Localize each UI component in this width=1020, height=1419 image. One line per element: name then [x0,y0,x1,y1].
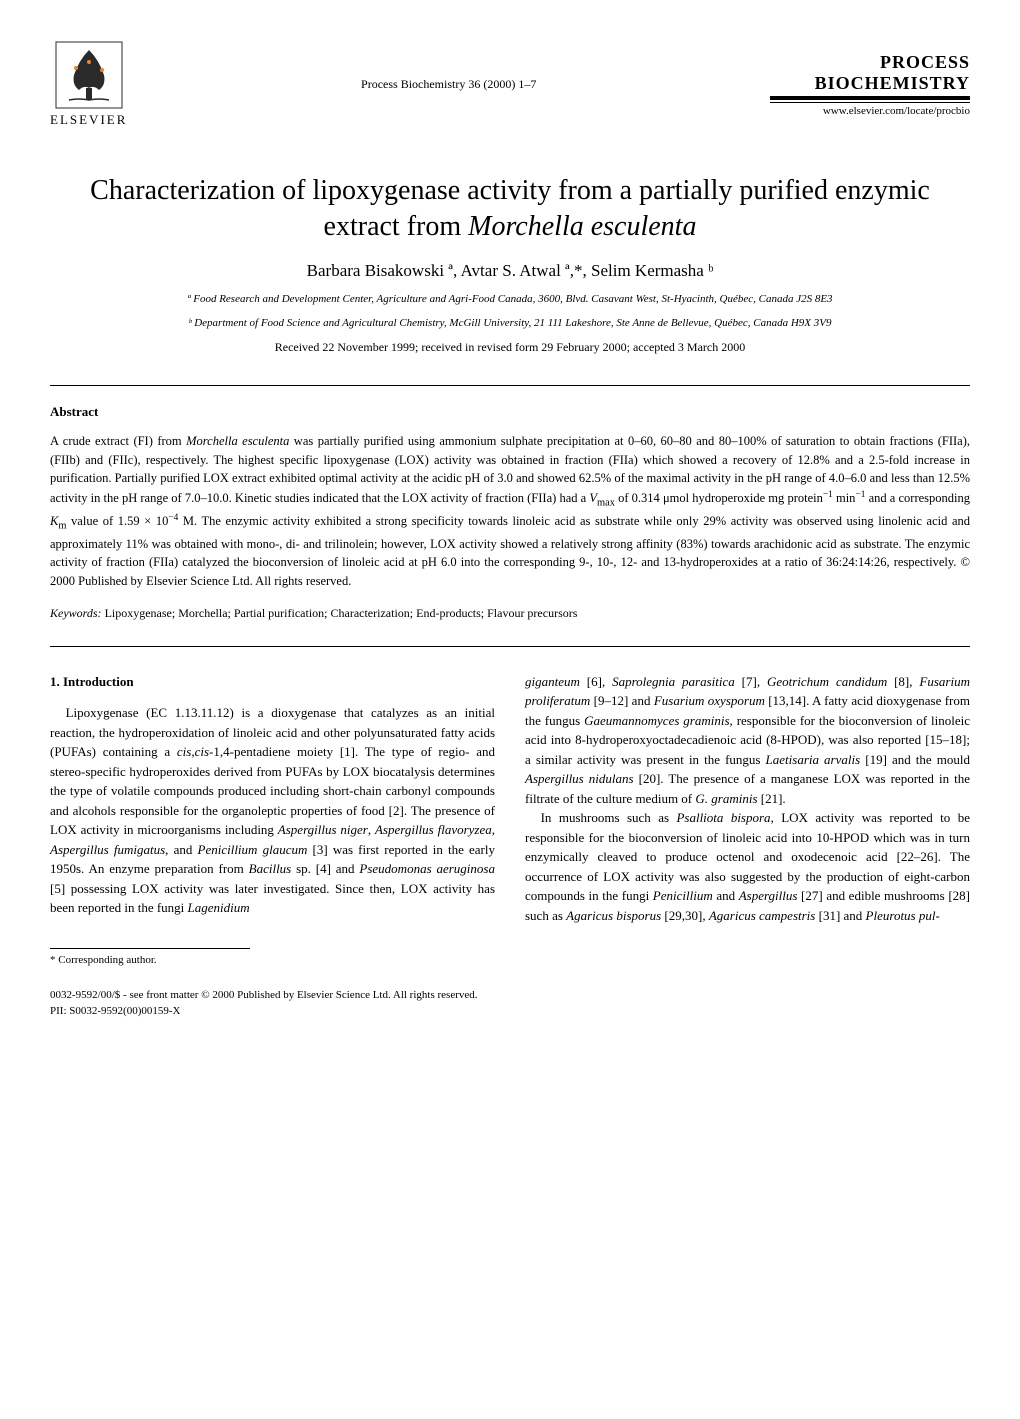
journal-title-1: PROCESS [770,52,970,73]
intro-para-1: Lipoxygenase (EC 1.13.11.12) is a dioxyg… [50,703,495,918]
pii-line: PII: S0032-9592(00)00159-X [50,1004,970,1019]
affiliation-a: ª Food Research and Development Center, … [50,291,970,308]
page-header: ELSEVIER Process Biochemistry 36 (2000) … [50,40,970,128]
body-columns: 1. Introduction Lipoxygenase (EC 1.13.11… [50,672,970,969]
keywords-label: Keywords: [50,606,102,620]
abstract-text: A crude extract (FI) from Morchella escu… [50,432,970,591]
publisher-name: ELSEVIER [50,112,127,128]
affiliation-b: ᵇ Department of Food Science and Agricul… [50,315,970,332]
keywords-text: Lipoxygenase; Morchella; Partial purific… [102,606,578,620]
authors: Barbara Bisakowski ª, Avtar S. Atwal ª,*… [50,261,970,281]
copyright-footer: 0032-9592/00/$ - see front matter © 2000… [50,988,970,1019]
divider [50,385,970,386]
corresponding-author-footnote: * Corresponding author. [50,948,250,969]
copyright-line: 0032-9592/00/$ - see front matter © 2000… [50,988,970,1003]
received-dates: Received 22 November 1999; received in r… [50,340,970,355]
intro-heading: 1. Introduction [50,672,495,692]
journal-branding: PROCESS BIOCHEMISTRY www.elsevier.com/lo… [770,52,970,117]
journal-rule [770,96,970,103]
abstract-heading: Abstract [50,404,970,420]
right-column: giganteum [6], Saprolegnia parasitica [7… [525,672,970,969]
divider [50,646,970,647]
intro-para-2: In mushrooms such as Psalliota bispora, … [525,808,970,925]
article-title: Characterization of lipoxygenase activit… [50,173,970,246]
left-column: 1. Introduction Lipoxygenase (EC 1.13.11… [50,672,495,969]
journal-citation: Process Biochemistry 36 (2000) 1–7 [361,77,536,92]
intro-para-1-cont: giganteum [6], Saprolegnia parasitica [7… [525,672,970,809]
keywords: Keywords: Lipoxygenase; Morchella; Parti… [50,606,970,621]
journal-url: www.elsevier.com/locate/procbio [770,105,970,117]
journal-title-2: BIOCHEMISTRY [770,73,970,94]
publisher-logo: ELSEVIER [50,40,127,128]
elsevier-tree-icon [54,40,124,110]
